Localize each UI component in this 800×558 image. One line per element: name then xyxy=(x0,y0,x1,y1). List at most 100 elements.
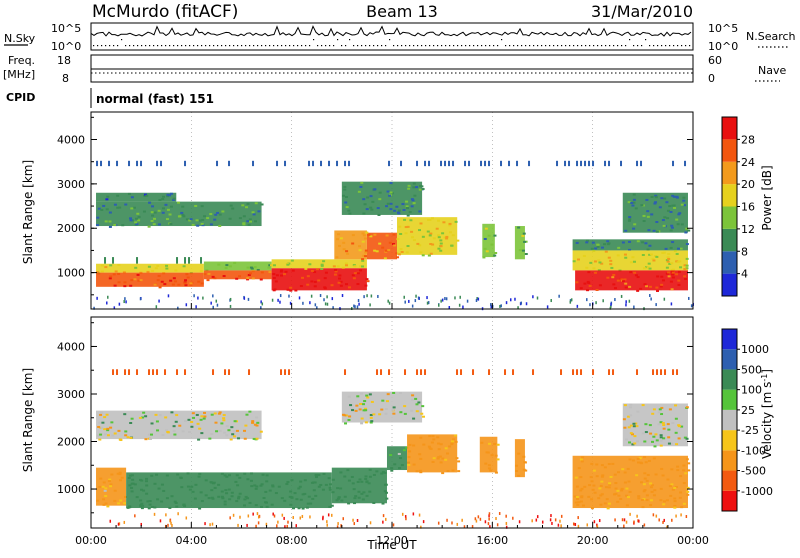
power-noise-cell xyxy=(570,298,573,302)
velocity-echo-cell xyxy=(411,398,415,401)
velocity-echo-cell xyxy=(408,450,412,453)
cpid-value: normal (fast) 151 xyxy=(96,92,214,106)
power-echo-cell xyxy=(655,230,659,233)
power-echo-cell xyxy=(211,275,215,278)
power-echo-cell xyxy=(233,261,237,264)
velocity-echo-cell xyxy=(581,456,585,459)
velocity-echo-cell xyxy=(625,494,629,497)
power-noise-cell xyxy=(454,296,456,300)
velocity-echo-cell xyxy=(130,490,134,493)
power-echo-cell xyxy=(585,266,589,269)
power-noise-cell xyxy=(663,297,666,301)
power-echo-cell xyxy=(437,234,441,237)
nsearch-trace-point xyxy=(293,45,295,47)
velocity-echo-cell xyxy=(283,499,287,502)
velocity-echo-cell xyxy=(654,473,658,476)
nsearch-trace-point xyxy=(137,45,139,47)
power-echo-cell xyxy=(256,268,260,271)
velocity-echo-cell xyxy=(407,434,458,473)
power-echo-cell xyxy=(508,160,511,167)
nsearch-trace-point xyxy=(113,45,115,47)
velocity-echo-cell xyxy=(175,505,179,508)
power-noise-cell xyxy=(195,305,197,309)
velocity-echo-cell xyxy=(172,429,176,432)
velocity-noise-cell xyxy=(140,522,143,526)
nsearch-trace-point xyxy=(277,45,279,47)
power-colorbar-tick-label: 24 xyxy=(741,156,755,169)
velocity-echo-cell xyxy=(659,487,663,490)
velocity-echo-cell xyxy=(661,422,665,425)
power-echo-cell xyxy=(397,212,401,215)
power-echo-cell xyxy=(389,202,393,205)
velocity-echo-cell xyxy=(118,438,122,441)
power-echo-cell xyxy=(356,283,360,286)
power-echo-cell xyxy=(96,271,100,274)
power-echo-cell xyxy=(661,219,665,222)
velocity-echo-cell xyxy=(130,486,134,489)
power-noise-cell xyxy=(326,295,328,299)
power-echo-cell xyxy=(514,226,525,260)
velocity-noise-cell xyxy=(680,513,682,517)
nsearch-tick-bottom: 10^0 xyxy=(708,40,738,53)
velocity-echo-cell xyxy=(686,490,690,493)
velocity-echo-cell xyxy=(315,476,319,479)
power-echo-cell xyxy=(365,208,369,211)
velocity-echo-cell xyxy=(428,435,432,438)
power-echo-cell xyxy=(158,198,162,201)
velocity-echo-cell xyxy=(628,490,632,493)
velocity-echo-cell xyxy=(368,475,372,478)
velocity-echo-cell xyxy=(650,440,654,443)
velocity-echo-cell xyxy=(199,491,203,494)
power-echo-cell xyxy=(583,282,587,285)
power-echo-cell xyxy=(268,271,272,274)
velocity-echo-cell xyxy=(375,470,379,473)
power-echo-cell xyxy=(166,193,170,196)
power-echo-cell xyxy=(376,207,380,210)
power-echo-cell xyxy=(405,251,409,254)
velocity-noise-cell xyxy=(265,522,268,526)
velocity-echo-cell xyxy=(126,506,130,509)
velocity-echo-cell xyxy=(307,495,311,498)
power-echo-cell xyxy=(366,196,370,199)
velocity-echo-cell xyxy=(330,504,334,507)
power-echo-cell xyxy=(184,284,188,287)
power-echo-cell xyxy=(406,225,410,228)
power-noise-cell xyxy=(408,299,410,303)
nsearch-trace-point xyxy=(261,45,263,47)
power-echo-cell xyxy=(610,266,614,269)
power-echo-cell xyxy=(251,211,255,214)
velocity-noise-cell xyxy=(109,519,112,523)
power-echo-cell xyxy=(683,268,687,271)
velocity-echo-cell xyxy=(110,473,114,476)
velocity-echo-cell xyxy=(123,502,127,505)
nsearch-trace-point xyxy=(193,45,195,47)
nsearch-trace-point xyxy=(145,45,147,47)
velocity-echo-cell xyxy=(419,436,423,439)
power-noise-cell xyxy=(363,295,365,299)
cpid-label: CPID xyxy=(6,91,35,104)
velocity-echo-cell xyxy=(388,369,391,375)
power-echo-cell xyxy=(671,268,675,271)
power-echo-cell xyxy=(594,247,598,250)
power-echo-cell xyxy=(593,260,597,263)
power-echo-cell xyxy=(140,160,143,167)
velocity-noise-cell xyxy=(614,518,616,522)
power-echo-cell xyxy=(143,193,147,196)
velocity-echo-cell xyxy=(303,492,307,495)
velocity-echo-cell xyxy=(676,369,679,375)
power-noise-cell xyxy=(427,301,430,305)
nsearch-trace-point xyxy=(505,45,507,47)
nsearch-trace-point xyxy=(453,45,455,47)
power-echo-cell xyxy=(362,198,366,201)
velocity-echo-cell xyxy=(384,407,388,410)
power-echo-cell xyxy=(367,233,371,236)
power-noise-cell xyxy=(490,305,492,309)
power-echo-cell xyxy=(580,160,583,167)
velocity-noise-cell xyxy=(118,522,121,526)
velocity-noise-cell xyxy=(496,523,499,527)
power-echo-cell xyxy=(665,266,669,269)
power-echo-cell xyxy=(603,243,607,246)
velocity-echo-cell xyxy=(489,469,493,472)
velocity-echo-cell xyxy=(583,485,587,488)
power-echo-cell xyxy=(361,258,365,261)
